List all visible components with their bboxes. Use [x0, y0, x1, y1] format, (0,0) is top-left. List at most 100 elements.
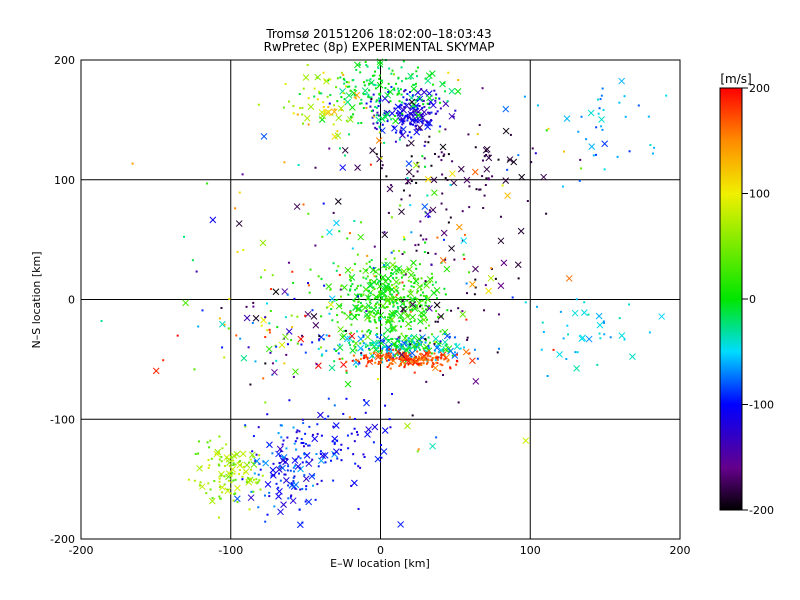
- data-point: [390, 317, 393, 320]
- data-point: [228, 297, 231, 300]
- data-point: [437, 356, 440, 359]
- data-point: [395, 276, 398, 279]
- data-point-cross: [310, 313, 318, 320]
- data-point-cross: [392, 117, 399, 125]
- data-point: [234, 207, 237, 210]
- data-point: [388, 321, 391, 324]
- data-point: [301, 487, 304, 490]
- data-point: [446, 309, 449, 312]
- data-point: [411, 414, 414, 417]
- data-point: [230, 481, 233, 484]
- data-point: [602, 321, 605, 324]
- data-point-cross: [510, 158, 518, 166]
- data-point-cross: [556, 351, 563, 358]
- data-point: [311, 433, 314, 436]
- data-point: [317, 275, 320, 278]
- data-point: [399, 88, 402, 91]
- data-point: [421, 307, 424, 310]
- data-point: [391, 357, 394, 360]
- data-point: [490, 267, 493, 270]
- data-point: [268, 444, 271, 447]
- data-point: [386, 366, 389, 369]
- data-point: [294, 487, 297, 490]
- data-point-cross: [382, 113, 389, 121]
- data-point: [428, 103, 431, 106]
- data-point: [433, 89, 436, 92]
- data-point: [303, 453, 306, 456]
- data-point: [322, 202, 325, 205]
- data-point: [252, 478, 255, 481]
- data-point: [438, 101, 441, 104]
- data-point: [402, 288, 405, 291]
- data-point-cross: [391, 124, 398, 132]
- data-point: [299, 488, 302, 491]
- data-point: [542, 330, 545, 333]
- data-point: [403, 251, 406, 254]
- data-point: [446, 100, 449, 103]
- data-point: [365, 310, 368, 313]
- data-point: [346, 237, 349, 240]
- data-point: [609, 336, 612, 339]
- data-point-cross: [420, 88, 428, 96]
- data-point-cross: [361, 304, 369, 311]
- data-point: [400, 131, 403, 134]
- data-point: [368, 306, 371, 309]
- data-point: [410, 180, 413, 183]
- data-point: [345, 81, 348, 84]
- data-point-cross: [502, 105, 510, 113]
- data-point: [220, 455, 223, 458]
- data-point-cross: [408, 98, 416, 106]
- data-point: [232, 463, 235, 466]
- data-point: [356, 285, 359, 288]
- data-point: [402, 96, 405, 99]
- data-point: [461, 239, 464, 242]
- data-point: [352, 340, 355, 343]
- data-point: [561, 185, 564, 188]
- data-point: [360, 294, 363, 297]
- data-point-cross: [376, 155, 383, 163]
- data-point: [382, 346, 385, 349]
- data-point: [360, 304, 363, 307]
- data-point: [373, 315, 376, 318]
- data-point-cross: [416, 283, 423, 291]
- data-point-cross: [381, 231, 389, 239]
- data-point: [414, 110, 417, 113]
- data-point: [314, 498, 317, 501]
- data-point-cross: [337, 105, 345, 112]
- data-point: [575, 298, 578, 301]
- data-point: [457, 79, 460, 82]
- data-point-cross: [428, 70, 436, 78]
- data-point: [383, 284, 386, 287]
- data-point: [367, 94, 370, 97]
- data-point: [363, 455, 366, 458]
- data-point: [290, 314, 293, 317]
- data-point: [232, 479, 235, 482]
- data-point: [311, 484, 314, 487]
- data-point-cross: [439, 257, 447, 264]
- data-point: [430, 119, 433, 122]
- data-point: [339, 295, 342, 298]
- data-point: [399, 204, 402, 207]
- data-point-cross: [224, 487, 232, 495]
- data-point: [239, 463, 242, 466]
- data-point: [428, 106, 431, 109]
- data-point: [440, 353, 443, 356]
- data-point: [420, 336, 423, 339]
- data-point: [264, 401, 267, 404]
- data-point: [193, 368, 196, 371]
- data-point: [342, 73, 345, 76]
- data-point-cross: [234, 484, 241, 492]
- data-point: [416, 350, 419, 353]
- data-point: [481, 175, 484, 178]
- data-point: [262, 377, 265, 380]
- data-point: [361, 330, 364, 333]
- data-point: [453, 258, 456, 261]
- data-point: [382, 353, 385, 356]
- data-point: [369, 330, 372, 333]
- data-point: [411, 119, 414, 122]
- data-point: [257, 481, 260, 484]
- data-point: [333, 360, 336, 363]
- data-point-cross: [302, 475, 310, 483]
- data-point: [406, 144, 409, 147]
- data-point: [293, 470, 296, 473]
